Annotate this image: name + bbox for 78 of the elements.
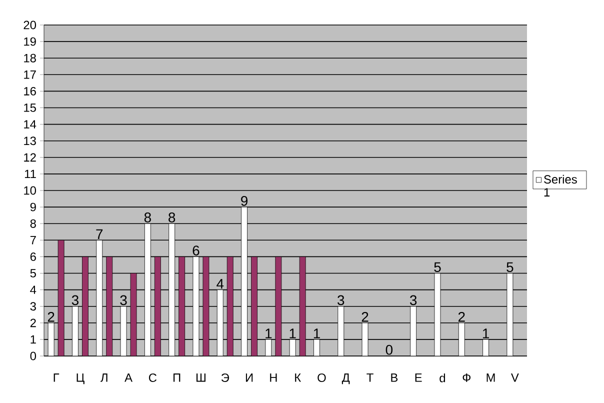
- data-label: 3: [72, 295, 78, 306]
- bar: [251, 256, 258, 356]
- data-label: 1: [482, 328, 489, 338]
- data-label: 0: [386, 344, 393, 355]
- data-label: 1: [314, 328, 320, 338]
- data-label: 8: [144, 212, 151, 222]
- x-tick-label: С: [148, 374, 157, 382]
- y-tick-label: 17: [24, 70, 36, 79]
- y-tick-label: 8: [30, 219, 36, 228]
- x-tick-label: V: [510, 374, 519, 382]
- data-label: 2: [362, 312, 368, 322]
- x-tick-label: А: [124, 374, 132, 382]
- x-tick-label: Д: [342, 374, 350, 384]
- bar: [96, 240, 102, 356]
- bar: [106, 256, 112, 356]
- y-tick-label: 16: [24, 86, 36, 96]
- y-tick-label: 1: [30, 335, 36, 344]
- y-tick-label: 19: [24, 37, 36, 46]
- bar: [241, 207, 248, 356]
- x-tick-label: Ц: [76, 374, 84, 384]
- x-tick-label: М: [486, 374, 495, 382]
- bar: [227, 256, 234, 356]
- bar: [410, 306, 416, 356]
- bar: [217, 290, 224, 356]
- y-tick-label: 7: [30, 236, 36, 244]
- bar: [178, 256, 185, 356]
- x-tick-label: Ф: [462, 374, 470, 382]
- data-label: 3: [410, 295, 417, 306]
- data-label: 6: [192, 246, 200, 256]
- x-tick-label: d: [440, 374, 446, 382]
- x-tick-label: К: [295, 374, 301, 382]
- y-tick-label: 14: [24, 120, 36, 128]
- y-tick-label: 15: [24, 104, 36, 112]
- data-label: 9: [241, 196, 248, 206]
- bar: [299, 256, 306, 356]
- x-tick-label: Ш: [196, 374, 206, 382]
- data-label: 1: [266, 328, 272, 338]
- y-tick-label: 2: [30, 318, 36, 328]
- y-tick-label: 9: [30, 202, 36, 212]
- x-tick-label: П: [174, 374, 180, 382]
- y-tick-label: 3: [30, 302, 36, 311]
- data-label: 2: [48, 312, 54, 322]
- bar: [154, 256, 161, 356]
- data-label: 3: [120, 295, 127, 306]
- x-tick-label: Э: [221, 374, 230, 382]
- data-label: 8: [168, 212, 176, 222]
- bar: [338, 306, 344, 356]
- data-label: 4: [216, 279, 224, 289]
- bar: [82, 256, 88, 356]
- bar: [72, 306, 78, 356]
- y-tick-label: 5: [30, 269, 36, 278]
- x-tick-label: О: [318, 374, 326, 382]
- x-tick-label: Л: [100, 374, 108, 382]
- y-tick-label: 4: [30, 286, 36, 294]
- y-tick-label: 10: [24, 186, 36, 195]
- y-tick-label: 11: [24, 170, 36, 178]
- x-tick-label: В: [391, 374, 398, 382]
- y-tick-label: 6: [30, 252, 36, 261]
- bar: [168, 224, 175, 356]
- data-label: 2: [458, 312, 465, 322]
- x-tick-label: Н: [270, 374, 277, 382]
- y-tick-label: 12: [24, 153, 36, 162]
- data-label: 5: [434, 262, 441, 272]
- y-tick-label: 13: [24, 136, 36, 146]
- x-tick-label: Т: [366, 374, 374, 382]
- x-tick-label: Е: [415, 374, 422, 382]
- y-tick-label: 20: [24, 20, 36, 30]
- y-tick-label: 0: [30, 352, 36, 360]
- bar: [458, 322, 465, 356]
- x-tick-label: Г: [54, 374, 60, 382]
- data-label: 7: [96, 229, 103, 239]
- data-label: 3: [338, 295, 344, 306]
- x-tick-label: И: [246, 374, 253, 382]
- bar: [144, 224, 151, 356]
- legend-label: Series 1: [544, 174, 577, 196]
- y-tick-label: 18: [24, 54, 36, 62]
- data-label: 5: [506, 262, 514, 272]
- data-label: 1: [290, 328, 296, 338]
